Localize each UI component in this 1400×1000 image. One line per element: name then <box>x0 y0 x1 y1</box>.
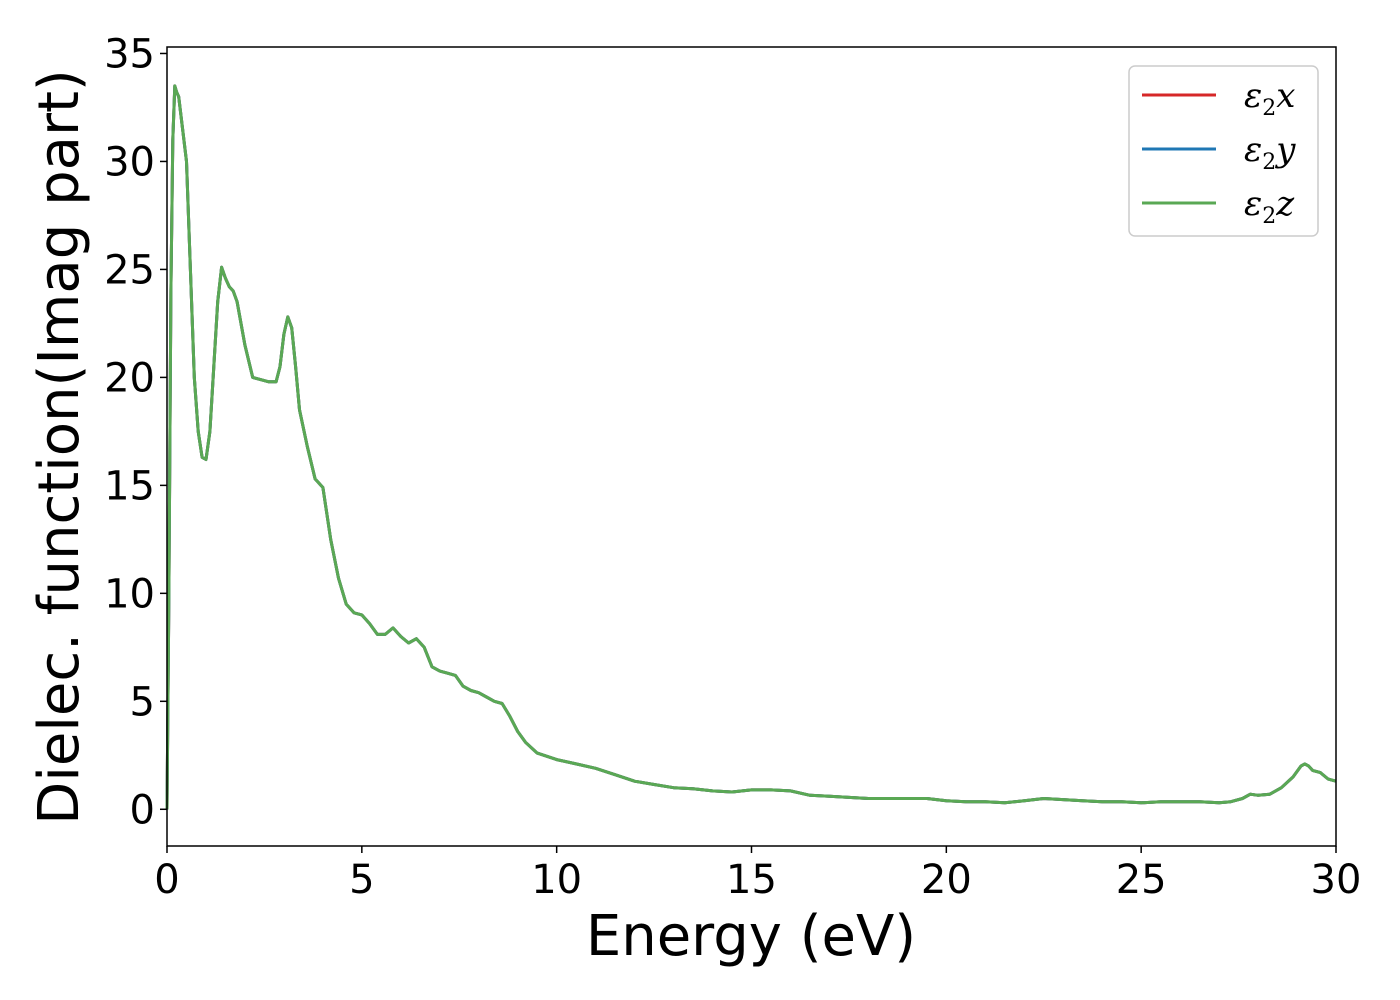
y-axis-ticks: 0 5 10 15 20 25 30 35 <box>104 31 167 833</box>
y-tick-label: 15 <box>104 463 155 509</box>
legend-box <box>1128 65 1319 237</box>
x-tick-label: 30 <box>1311 857 1362 903</box>
x-tick-label: 10 <box>531 857 582 903</box>
legend-label-y: ε2y <box>1244 130 1296 175</box>
x-axis-title: Energy (eV) <box>586 904 916 969</box>
legend-symbol: ε <box>1244 76 1262 116</box>
x-tick-label: 0 <box>154 857 179 903</box>
y-tick-label: 5 <box>130 679 155 725</box>
x-tick-label: 25 <box>1116 857 1167 903</box>
legend-symbol: ε <box>1244 130 1262 170</box>
x-tick-label: 5 <box>349 857 374 903</box>
legend-entry-x: x <box>1276 76 1295 116</box>
legend-subscript: 2 <box>1262 96 1276 121</box>
series-layer <box>165 84 1337 810</box>
y-tick-label: 0 <box>130 787 155 833</box>
y-tick-label: 30 <box>104 139 155 185</box>
y-tick-label: 35 <box>104 31 155 77</box>
y-tick-label: 10 <box>104 571 155 617</box>
x-tick-label: 20 <box>921 857 972 903</box>
legend-subscript: 2 <box>1262 150 1276 175</box>
y-axis-title: Dielec. function(Imag part) <box>27 69 92 825</box>
y-tick-label: 20 <box>104 355 155 401</box>
x-tick-label: 15 <box>726 857 777 903</box>
legend-label-z: ε2z <box>1244 184 1295 229</box>
legend-entry-y: y <box>1274 130 1296 170</box>
legend-label-x: ε2x <box>1244 76 1295 121</box>
legend-symbol: ε <box>1244 184 1262 224</box>
legend-subscript: 2 <box>1262 204 1276 229</box>
x-axis-ticks: 0 5 10 15 20 25 30 <box>154 846 1361 903</box>
legend-entry-z: z <box>1275 184 1295 224</box>
y-tick-label: 25 <box>104 247 155 293</box>
legend: ε2x ε2y ε2z <box>1128 65 1319 237</box>
series-line-z <box>165 84 1337 810</box>
